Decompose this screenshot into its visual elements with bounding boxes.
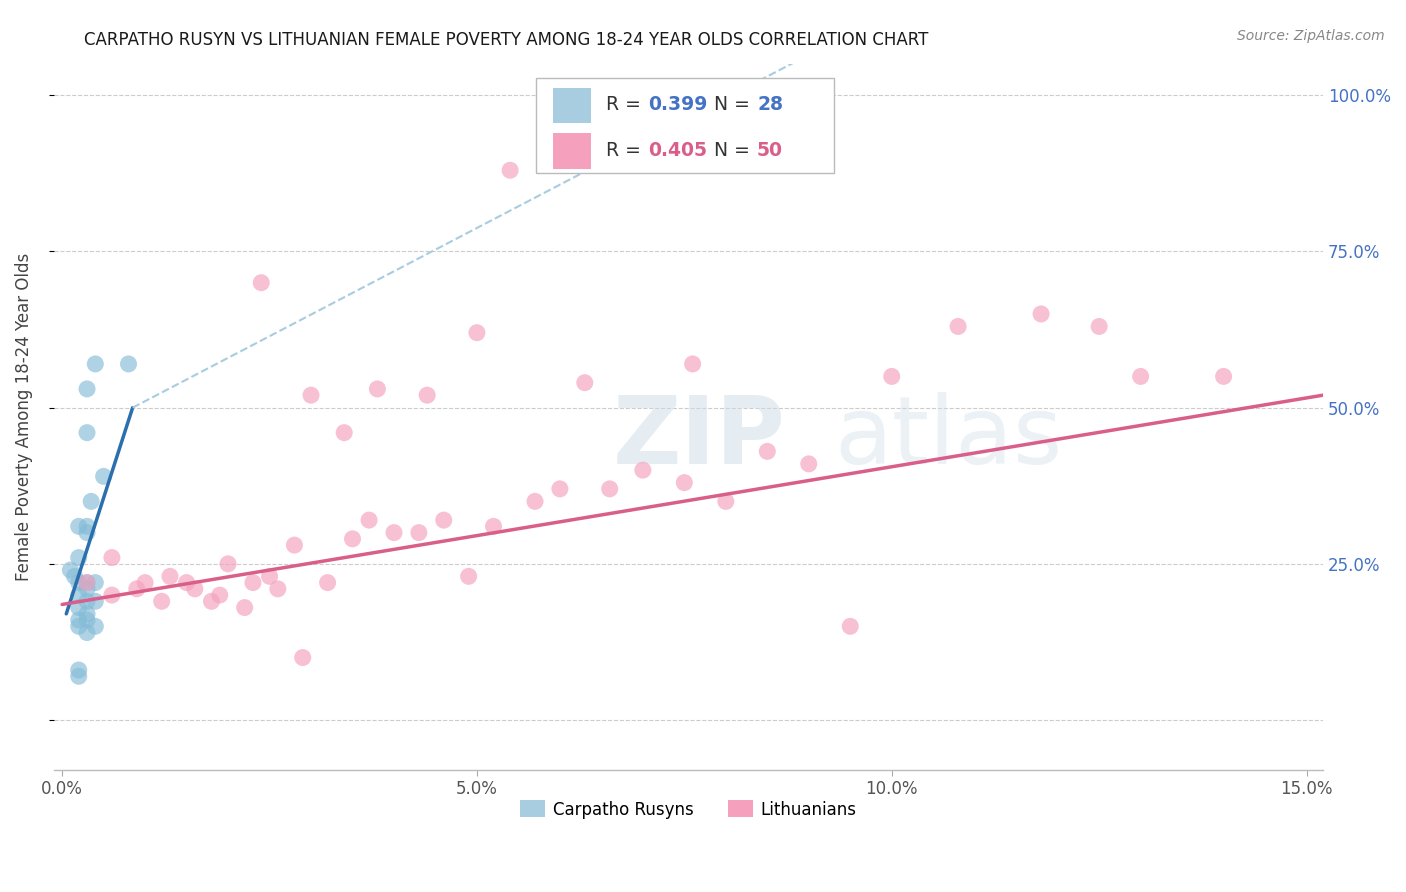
- Point: [76, 625, 98, 640]
- Text: ZIP: ZIP: [613, 392, 785, 484]
- Point: [76, 594, 98, 608]
- Point: [76, 525, 98, 540]
- Point: [67, 600, 90, 615]
- Point: [200, 594, 222, 608]
- Point: [76, 575, 98, 590]
- Point: [117, 357, 139, 371]
- Point: [714, 494, 737, 508]
- Point: [76, 519, 98, 533]
- Point: [1212, 369, 1234, 384]
- Point: [946, 319, 969, 334]
- Text: 0.399: 0.399: [648, 95, 707, 114]
- Text: R =: R =: [606, 141, 647, 160]
- Text: Source: ZipAtlas.com: Source: ZipAtlas.com: [1237, 29, 1385, 43]
- Text: atlas: atlas: [834, 392, 1063, 484]
- Point: [408, 525, 430, 540]
- Point: [84, 594, 107, 608]
- Point: [1088, 319, 1111, 334]
- Legend: Carpatho Rusyns, Lithuanians: Carpatho Rusyns, Lithuanians: [513, 794, 863, 825]
- Text: CARPATHO RUSYN VS LITHUANIAN FEMALE POVERTY AMONG 18-24 YEAR OLDS CORRELATION CH: CARPATHO RUSYN VS LITHUANIAN FEMALE POVE…: [84, 31, 929, 49]
- Text: 28: 28: [756, 95, 783, 114]
- Point: [101, 588, 124, 602]
- Point: [67, 619, 90, 633]
- Point: [482, 519, 505, 533]
- Point: [250, 276, 273, 290]
- Point: [416, 388, 439, 402]
- Y-axis label: Female Poverty Among 18-24 Year Olds: Female Poverty Among 18-24 Year Olds: [15, 253, 32, 582]
- Point: [1029, 307, 1052, 321]
- Point: [682, 357, 704, 371]
- Point: [631, 463, 654, 477]
- Point: [76, 575, 98, 590]
- Point: [67, 519, 90, 533]
- Point: [259, 569, 281, 583]
- Text: 50: 50: [756, 141, 783, 160]
- Point: [67, 663, 90, 677]
- Point: [1129, 369, 1152, 384]
- Text: N =: N =: [703, 141, 756, 160]
- Point: [433, 513, 456, 527]
- Point: [67, 613, 90, 627]
- Text: 0.405: 0.405: [648, 141, 707, 160]
- Point: [184, 582, 207, 596]
- Point: [267, 582, 290, 596]
- Point: [291, 650, 314, 665]
- Point: [76, 582, 98, 596]
- Point: [150, 594, 173, 608]
- FancyBboxPatch shape: [553, 134, 591, 169]
- Point: [67, 588, 90, 602]
- FancyBboxPatch shape: [536, 78, 834, 173]
- Point: [125, 582, 148, 596]
- Point: [67, 575, 90, 590]
- Point: [76, 425, 98, 440]
- Point: [76, 607, 98, 621]
- Point: [599, 482, 621, 496]
- Point: [84, 575, 107, 590]
- Point: [465, 326, 488, 340]
- Point: [63, 569, 86, 583]
- Point: [880, 369, 903, 384]
- Point: [548, 482, 571, 496]
- Point: [67, 669, 90, 683]
- Point: [217, 557, 239, 571]
- Point: [839, 619, 862, 633]
- Point: [457, 569, 479, 583]
- Point: [316, 575, 339, 590]
- Point: [233, 600, 256, 615]
- Point: [499, 163, 522, 178]
- Point: [756, 444, 779, 458]
- Point: [67, 550, 90, 565]
- Point: [176, 575, 198, 590]
- Point: [80, 494, 103, 508]
- Point: [283, 538, 305, 552]
- Point: [299, 388, 322, 402]
- Point: [208, 588, 231, 602]
- Point: [359, 513, 381, 527]
- Point: [84, 357, 107, 371]
- Point: [134, 575, 156, 590]
- Point: [101, 550, 124, 565]
- Point: [574, 376, 596, 390]
- FancyBboxPatch shape: [553, 87, 591, 123]
- Point: [76, 613, 98, 627]
- Text: R =: R =: [606, 95, 647, 114]
- Point: [382, 525, 405, 540]
- Point: [797, 457, 820, 471]
- Point: [673, 475, 696, 490]
- Point: [242, 575, 264, 590]
- Text: N =: N =: [703, 95, 756, 114]
- Point: [333, 425, 356, 440]
- Point: [366, 382, 388, 396]
- Point: [93, 469, 115, 483]
- Point: [524, 494, 547, 508]
- Point: [159, 569, 181, 583]
- Point: [76, 382, 98, 396]
- Point: [84, 619, 107, 633]
- Point: [59, 563, 82, 577]
- Point: [342, 532, 364, 546]
